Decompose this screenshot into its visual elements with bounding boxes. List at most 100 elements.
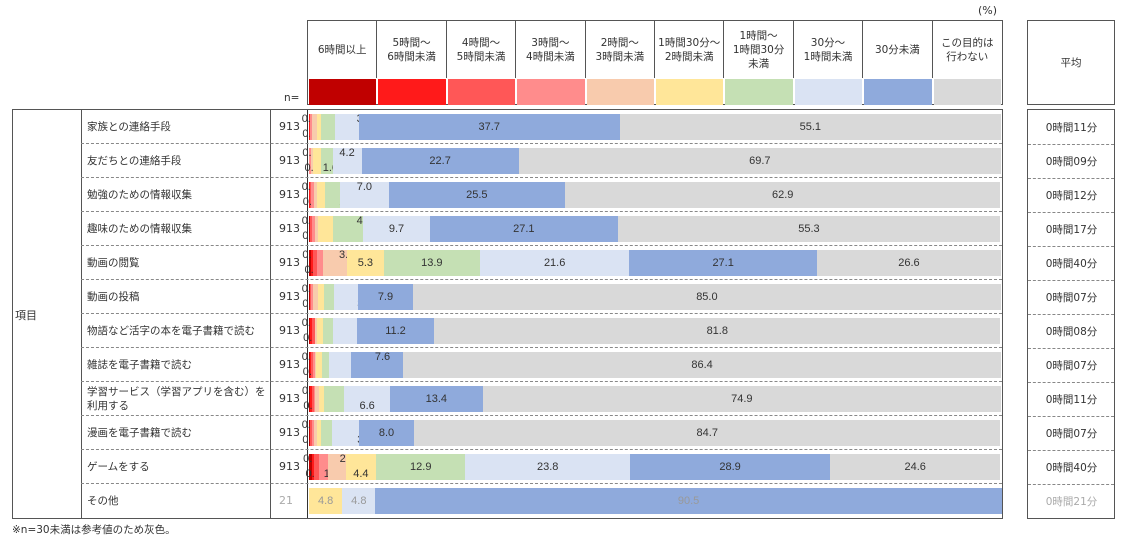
- bar-segment: [328, 454, 346, 480]
- bar-segment: [619, 114, 1001, 140]
- bar-segment: [311, 420, 314, 446]
- legend-label: 2時間～ 3時間未満: [586, 21, 655, 78]
- bar-segment: [482, 386, 1001, 412]
- table-row: 動画の投稿9130.10.10.10.30.70.81.53.57.985.0: [81, 280, 1002, 314]
- bar-segment: [356, 318, 435, 344]
- bar-segment: [315, 352, 323, 378]
- legend-swatch: [378, 79, 446, 105]
- legend-swatch: [309, 79, 377, 105]
- bar-segment: [310, 114, 312, 140]
- table-row: 勉強のための情報収集9130.10.20.40.41.22.27.025.562…: [81, 178, 1002, 212]
- divider: [1028, 348, 1114, 349]
- bar-segment: [309, 216, 311, 242]
- bar-segment: [342, 488, 376, 514]
- bar-segment: [322, 352, 330, 378]
- avg-header-label: 平均: [1060, 56, 1082, 69]
- bar-segment: [332, 318, 357, 344]
- bar-segment: [309, 318, 312, 344]
- bar-segment: [310, 216, 312, 242]
- bar-segment: [309, 386, 311, 412]
- bar-segment: [309, 318, 310, 344]
- data-label: 6.6: [359, 400, 375, 412]
- row-label: 動画の投稿: [87, 291, 140, 303]
- table-row: 学習サービス（学習アプリを含む）を 利用する9130.20.20.30.20.5…: [81, 382, 1002, 416]
- row-label: 物語など活字の本を電子書籍で読む: [87, 325, 255, 337]
- data-label: 25.5: [466, 188, 488, 201]
- data-label: 4.8: [317, 494, 334, 507]
- row-label: 趣味のための情報収集: [87, 223, 192, 235]
- bar-segment: [311, 318, 315, 344]
- bar-segment: [309, 182, 312, 208]
- bar-segment: [315, 386, 319, 412]
- data-label: 37.7: [478, 120, 500, 133]
- bar-segment: [311, 352, 314, 378]
- average-value: 0時間11分: [1045, 394, 1098, 406]
- data-label: 4.2: [339, 147, 355, 159]
- divider: [1028, 178, 1114, 179]
- table-row: ゲームをする9130.50.20.71.42.54.412.923.828.92…: [81, 450, 1002, 484]
- bar-segment: [309, 250, 312, 276]
- data-label: 9.7: [388, 222, 405, 235]
- divider: [1028, 144, 1114, 145]
- group-column: 項目: [13, 110, 82, 518]
- bar-segment: [414, 420, 1001, 446]
- bar-segment: [332, 216, 363, 242]
- data-label: 27.1: [712, 256, 734, 269]
- legend-swatch: [864, 79, 932, 105]
- legend-label: 30分未満: [863, 21, 933, 78]
- bar-segment: [311, 250, 314, 276]
- bar-segment: [316, 250, 323, 276]
- bar-segment: [310, 386, 312, 412]
- bar-segment: [317, 284, 324, 310]
- bar-segment: [313, 352, 315, 378]
- table-row: 物語など活字の本を電子書籍で読む9130.10.30.40.10.30.81.4…: [81, 314, 1002, 348]
- bar-segment: [313, 284, 318, 310]
- legend-swatch: [933, 79, 1001, 105]
- data-label: 28.9: [719, 460, 741, 473]
- data-label: 5.3: [357, 256, 374, 269]
- data-label: 55.3: [798, 222, 820, 235]
- data-label: 7.6: [374, 351, 391, 363]
- bar-segment: [376, 454, 466, 480]
- bar-segment: [331, 420, 359, 446]
- bar-segment: [313, 250, 317, 276]
- n-value: 913: [279, 324, 300, 337]
- bar-segment: [317, 318, 323, 344]
- data-label: 69.7: [749, 154, 771, 167]
- average-value: 0時間07分: [1045, 428, 1098, 440]
- divider: [270, 110, 271, 518]
- bar-segment: [313, 386, 316, 412]
- bar-segment: [309, 284, 311, 310]
- n-value: 913: [279, 154, 300, 167]
- bar-segment: [313, 420, 317, 446]
- bar-segment: [309, 488, 343, 514]
- bar-segment: [322, 250, 348, 276]
- bar-segment: [388, 182, 566, 208]
- data-label: 84.7: [696, 426, 718, 439]
- n-value: 913: [279, 188, 300, 201]
- bar-segment: [313, 182, 317, 208]
- bar-segment: [310, 420, 312, 446]
- legend-label: 30分～ 1時間未満: [794, 21, 864, 78]
- n-value: 913: [279, 358, 300, 371]
- group-label: 項目: [15, 309, 37, 322]
- legend-swatch: [725, 79, 793, 105]
- bar-segment: [375, 488, 1002, 514]
- bar-segment: [344, 386, 390, 412]
- bar-segment: [310, 284, 312, 310]
- bar-segment: [434, 318, 1001, 344]
- bar-segment: [321, 420, 332, 446]
- bar-segment: [313, 148, 322, 174]
- legend-label: この目的は 行わない: [941, 36, 994, 63]
- average-value: 0時間40分: [1045, 462, 1098, 474]
- bar-segment: [358, 284, 413, 310]
- data-label: 11.2: [385, 324, 406, 337]
- bar-segment: [323, 284, 334, 310]
- divider: [1028, 212, 1114, 213]
- bar-segment: [322, 318, 333, 344]
- row-label: 漫画を電子書籍で読む: [87, 427, 192, 439]
- legend-label: 4時間～ 5時間未満: [447, 21, 517, 78]
- divider: [1028, 314, 1114, 315]
- table-row: 動画の閲覧9130.30.30.50.93.55.313.921.627.126…: [81, 246, 1002, 280]
- bar-segment: [332, 148, 362, 174]
